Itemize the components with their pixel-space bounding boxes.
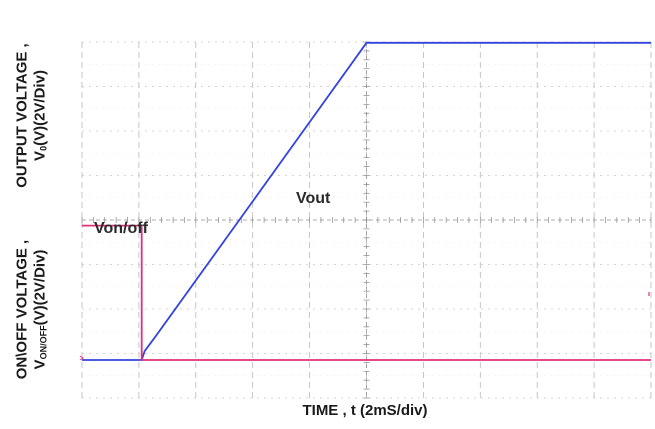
annotation-vout: Vout	[296, 190, 331, 207]
y-label-top-line2: V0(V)(2V/Div)	[32, 21, 53, 211]
y-axis-label-output-voltage: OUTPUT VOLTAGE , V0(V)(2V/Div)	[14, 21, 53, 211]
plot-grid	[81, 41, 652, 399]
y-label-top-line1: OUTPUT VOLTAGE ,	[13, 43, 31, 188]
y-label-top-symbol: V	[31, 150, 49, 161]
annotation-von-off: Von/off	[94, 220, 148, 237]
y-axis-label-onoff-voltage: ON\OFF VOLTAGE , VON/OFF(V)(2V/Div)	[14, 215, 53, 405]
series-von-off-trace	[82, 224, 651, 361]
x-axis-label: TIME , t (2mS/div)	[302, 402, 428, 419]
y-label-top-units: (V)(2V/Div)	[31, 70, 49, 146]
trace-layer	[79, 41, 651, 361]
y-label-bottom-units: (V)(2V/Div)	[31, 249, 49, 326]
y-label-bottom-subscript: ON/OFF	[38, 325, 49, 360]
ground-marker-left-icon	[79, 355, 84, 361]
y-label-bottom-line2: VON/OFF(V)(2V/Div)	[32, 215, 53, 405]
y-label-bottom-line1: ON\OFF VOLTAGE ,	[13, 239, 31, 380]
y-label-bottom-symbol: V	[31, 359, 49, 370]
y-label-top-subscript: 0	[38, 145, 49, 151]
